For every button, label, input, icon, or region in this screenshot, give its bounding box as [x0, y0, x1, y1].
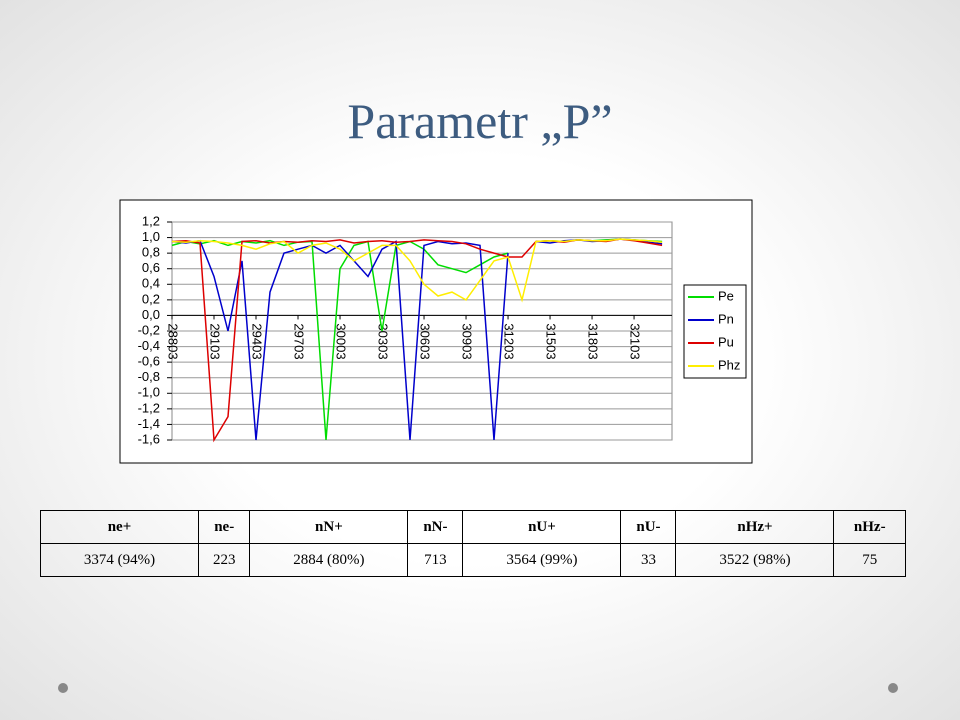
header-cell: nN+ [249, 510, 409, 544]
table-row: 3374 (94%) 223 2884 (80%) 713 3564 (99%) 33 35… [40, 543, 906, 577]
y-tick-label: -1,4 [138, 416, 160, 431]
cell: 3564 (99%) [462, 543, 622, 577]
y-tick-label: 1,2 [142, 213, 160, 228]
x-tick-label: 29403 [250, 323, 265, 359]
cell: 3374 (94%) [40, 543, 199, 577]
header-cell: ne+ [40, 510, 199, 544]
cell: 33 [620, 543, 677, 577]
x-tick-label: 31803 [586, 323, 601, 359]
cell: 713 [407, 543, 464, 577]
y-tick-label: 0,6 [142, 260, 160, 275]
y-tick-label: -0,8 [138, 369, 160, 384]
y-tick-label: -0,4 [138, 338, 160, 353]
x-tick-label: 29703 [292, 323, 307, 359]
y-tick-label: 0,0 [142, 307, 160, 322]
legend [683, 284, 747, 379]
y-tick-label: 0,4 [142, 276, 160, 291]
y-tick-label: -1,6 [138, 431, 160, 446]
x-tick-label: 30303 [376, 323, 391, 359]
x-tick-label: 31203 [502, 323, 517, 359]
cell: 223 [197, 543, 251, 577]
header-cell: nU- [620, 510, 677, 544]
series-line [171, 238, 663, 303]
header-cell: nN- [407, 510, 464, 544]
header-cell: ne- [197, 510, 251, 544]
x-tick-label: 29103 [208, 323, 223, 359]
slide-title: Parametr „P” [347, 93, 613, 149]
cell: 3522 (98%) [675, 543, 835, 577]
legend-label: Phz [718, 357, 740, 372]
y-tick-label: -0,2 [138, 322, 160, 337]
header-cell: nHz- [833, 510, 906, 544]
y-tick-label: -1,0 [138, 385, 160, 400]
cell: 2884 (80%) [249, 543, 409, 577]
x-tick-label: 30603 [418, 323, 433, 359]
stats-table: ne+ ne-nN+ nN-nU+ nU-nHz+ nHz- 3374 (94%) 223 2… [40, 510, 906, 577]
dot [58, 683, 68, 693]
y-tick-label: 0,8 [142, 245, 160, 260]
y-tick-label: -1,2 [138, 400, 160, 415]
header-cell: nHz+ [675, 510, 835, 544]
legend-label: Pe [718, 288, 734, 303]
legend-label: Pn [718, 311, 734, 326]
x-tick-label: 30003 [334, 323, 349, 359]
y-tick-label: 1,0 [142, 229, 160, 244]
x-tick-label: 28803 [166, 323, 181, 359]
x-tick-label: 31503 [544, 323, 559, 359]
dot [888, 683, 898, 693]
chart: 1,21,00,80,60,40,20,0-0,2-0,4-0,6-0,8-1,… [119, 199, 753, 464]
cell: 75 [833, 543, 906, 577]
legend-label: Pu [718, 334, 734, 349]
x-tick-label: 30903 [460, 323, 475, 359]
x-tick-label: 32103 [628, 323, 643, 359]
header-cell: nU+ [462, 510, 622, 544]
y-tick-label: 0,2 [142, 291, 160, 306]
y-tick-label: -0,6 [138, 354, 160, 369]
